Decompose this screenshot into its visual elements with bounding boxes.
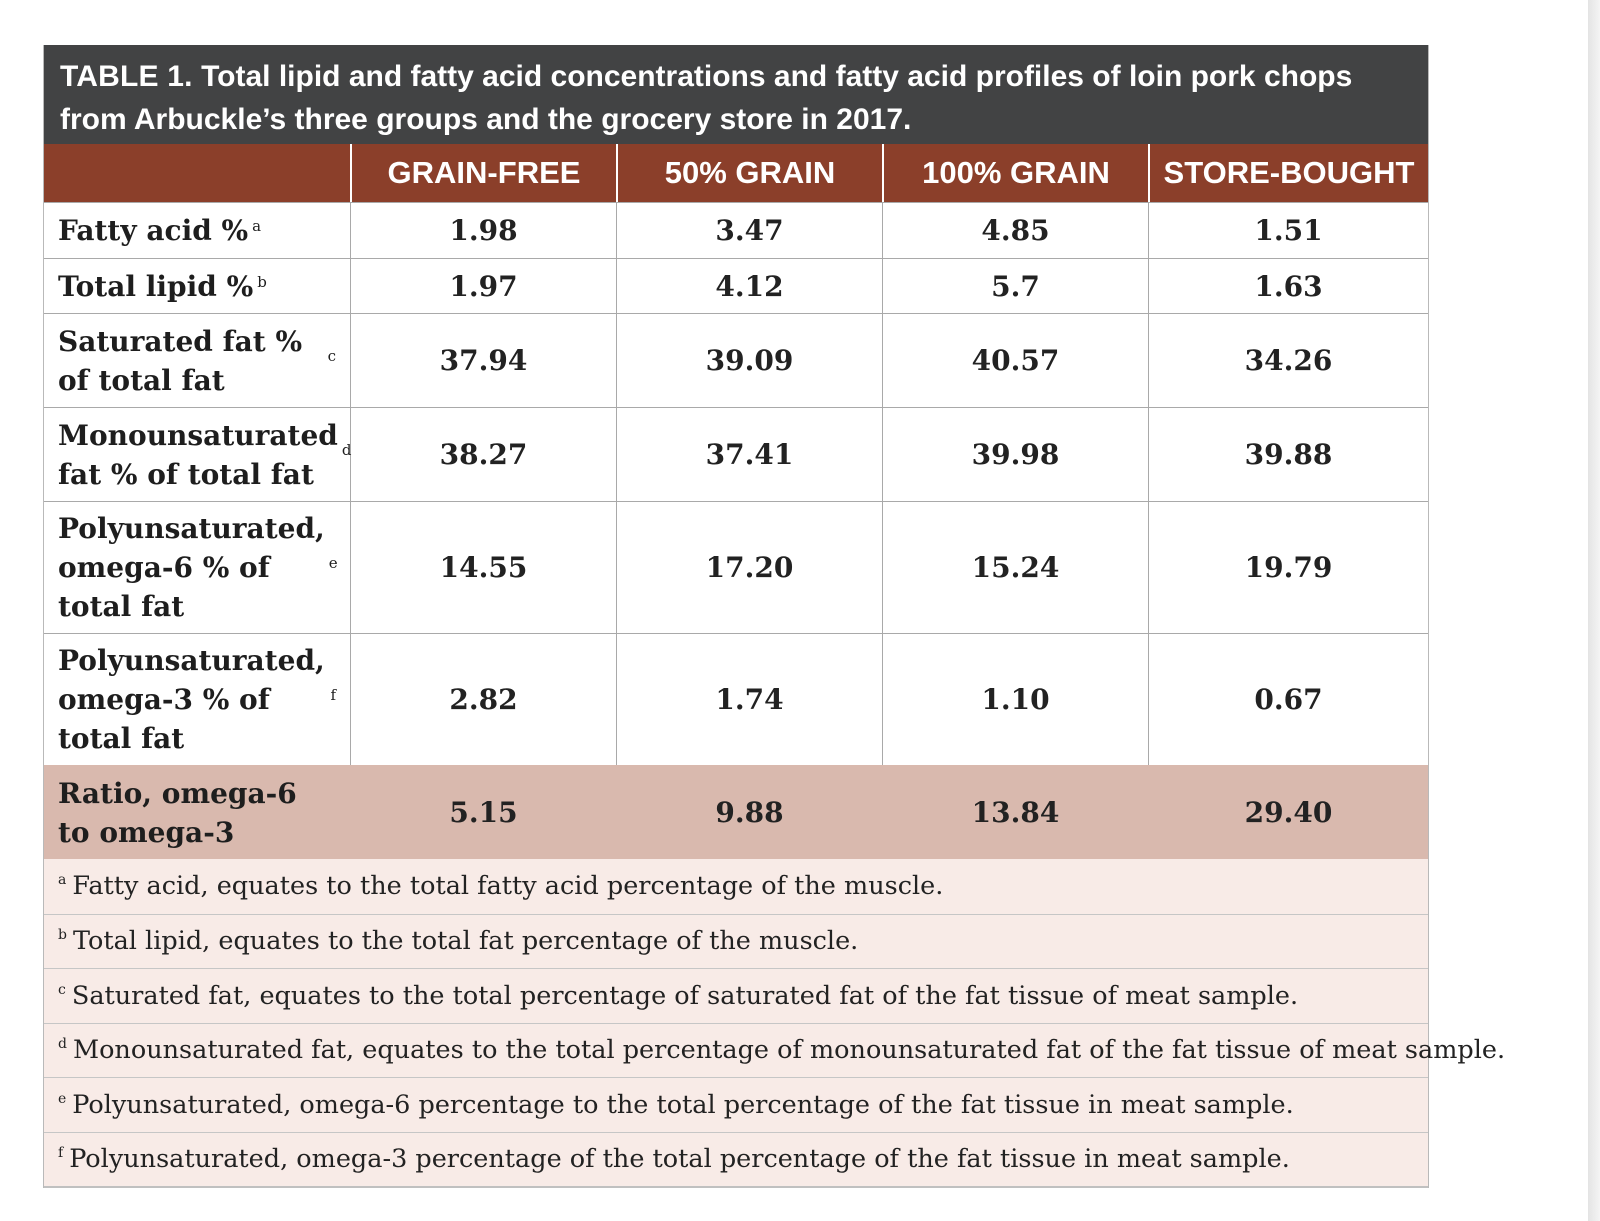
row-label: Ratio, omega-6 to omega-3 [44,765,350,859]
table-title: TABLE 1. Total lipid and fatty acid conc… [44,45,1428,144]
table-cell: 38.27 [350,407,616,501]
footnote-marker: e [328,554,338,572]
table-cell: 4.85 [882,202,1148,258]
row-label: Polyunsaturated, omega-3 % of total fat f [44,633,350,765]
table-title-lead: TABLE 1. [60,60,193,93]
table-bottom-rule [44,1186,1428,1188]
footnote-marker: d [58,1036,67,1053]
row-label: Fatty acid % a [44,202,350,258]
table-row: Polyunsaturated, omega-6 % of total fat e… [44,501,1428,633]
table-row: Monounsaturated fat % of total fat d 38.27… [44,407,1428,501]
footnote: a Fatty acid, equates to the total fatty … [44,859,1428,914]
footnote: d Monounsaturated fat, equates to the tot… [44,1022,1505,1078]
table-row: Polyunsaturated, omega-3 % of total fat f… [44,633,1428,765]
footnote-marker: b [257,272,267,291]
page-edge [1588,0,1600,1221]
row-label: Monounsaturated fat % of total fat d [44,407,352,501]
table-cell: 5.15 [350,765,616,859]
row-label-text: Saturated fat % of total fat [58,324,303,397]
footnote-marker: d [341,441,352,459]
footnote-marker: a [252,217,262,235]
table-row: Ratio, omega-6 to omega-3 5.15 9.88 13.84 29… [44,765,1428,859]
row-label-text: Monounsaturated fat % of total fat [58,418,338,491]
row-label-text: Total lipid % [58,269,254,303]
table-cell: 34.26 [1148,313,1428,407]
footnote-text: Saturated fat, equates to the total perc… [71,980,1299,1011]
table-cell: 39.09 [616,313,882,407]
column-header-empty [44,144,350,202]
footnote-marker: a [58,872,67,889]
footnote-marker: f [58,1145,64,1162]
column-header-store-bought: STORE-BOUGHT [1148,144,1428,202]
table-cell: 19.79 [1148,501,1428,633]
table-row: Total lipid % b 1.97 4.12 5.7 1.63 [44,258,1428,313]
table-cell: 1.51 [1148,202,1428,258]
column-header-50-grain: 50% GRAIN [616,144,882,202]
table-title-text: Total lipid and fatty acid concentration… [60,60,1353,136]
row-label-text: Polyunsaturated, omega-3 % of total fat [58,644,325,755]
footnote: b Total lipid, equates to the total fat p… [44,913,1428,969]
row-label: Saturated fat % of total fat c [44,313,350,407]
column-header-grain-free: GRAIN-FREE [350,144,616,202]
table-cell: 39.88 [1148,407,1428,501]
table-cell: 17.20 [616,501,882,633]
footnote-text: Monounsaturated fat, equates to the tota… [72,1035,1506,1066]
table-cell: 5.7 [882,258,1148,313]
table-cell: 13.84 [882,765,1148,859]
table-cell: 37.41 [616,407,882,501]
table-cell: 1.97 [350,258,616,313]
table-cell: 1.98 [350,202,616,258]
data-table: TABLE 1. Total lipid and fatty acid conc… [43,45,1505,1188]
table-row: Fatty acid % a 1.98 3.47 4.85 1.51 [44,202,1428,258]
table-cell: 3.47 [616,202,882,258]
footnote: c Saturated fat, equates to the total per… [44,968,1428,1023]
column-header-100-grain: 100% GRAIN [882,144,1148,202]
row-label-text: Polyunsaturated, omega-6 % of total fat [58,512,325,623]
row-label-text: Fatty acid % [58,214,249,247]
footnotes: a Fatty acid, equates to the total fatty … [44,859,1505,1187]
table-cell: 15.24 [882,501,1148,633]
row-label-text: Ratio, omega-6 to omega-3 [58,776,297,849]
row-label: Polyunsaturated, omega-6 % of total fat e [44,501,350,633]
table-cell: 1.74 [616,633,882,765]
table-cell: 0.67 [1148,633,1428,765]
table-cell: 1.10 [882,633,1148,765]
table-cell: 37.94 [350,313,616,407]
table-cell: 40.57 [882,313,1148,407]
table-cell: 2.82 [350,633,616,765]
table-cell: 14.55 [350,501,616,633]
table-body: Fatty acid % a 1.98 3.47 4.85 1.51 Total lipid… [44,202,1428,859]
table-cell: 4.12 [616,258,882,313]
footnote-marker: f [330,686,336,704]
footnote-marker: e [58,1090,67,1107]
footnote-marker: c [327,347,336,365]
table-cell: 9.88 [616,765,882,859]
footnote-text: Polyunsaturated, omega-6 percentage to t… [72,1089,1294,1120]
footnote-text: Polyunsaturated, omega-3 percentage of t… [69,1144,1290,1175]
table-cell: 39.98 [882,407,1148,501]
footnote: f Polyunsaturated, omega-3 percentage of … [44,1131,1428,1187]
footnote: e Polyunsaturated, omega-6 percentage to … [44,1077,1428,1132]
table-cell: 29.40 [1148,765,1428,859]
table-header-row: GRAIN-FREE 50% GRAIN 100% GRAIN STORE-BO… [44,144,1428,202]
footnote-text: Fatty acid, equates to the total fatty a… [72,871,944,902]
footnote-text: Total lipid, equates to the total fat pe… [72,926,859,957]
footnote-marker: b [58,927,67,944]
row-label: Total lipid % b [44,258,350,313]
footnote-marker: c [58,981,66,998]
table-cell: 1.63 [1148,258,1428,313]
table-row: Saturated fat % of total fat c 37.94 39.09 4… [44,313,1428,407]
